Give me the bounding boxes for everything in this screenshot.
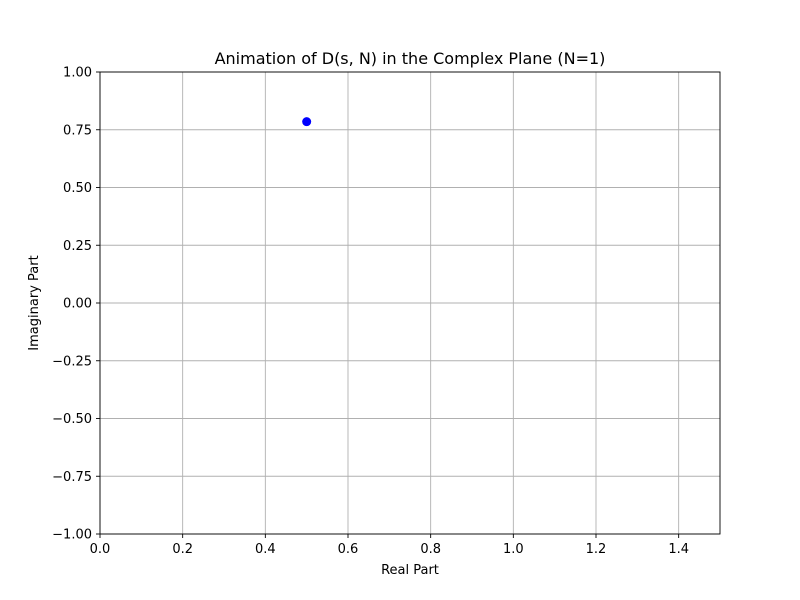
x-tick-label: 0.2 bbox=[172, 542, 193, 557]
y-tick-label: −0.50 bbox=[52, 412, 92, 427]
x-tick-label: 1.0 bbox=[503, 542, 524, 557]
x-tick-label: 0.6 bbox=[338, 542, 359, 557]
y-tick-label: 0.00 bbox=[63, 297, 92, 312]
y-tick-label: −0.25 bbox=[52, 354, 92, 369]
y-tick-label: −1.00 bbox=[52, 528, 92, 543]
y-axis-label: Imaginary Part bbox=[27, 255, 42, 350]
x-axis-ticks: 0.0 0.2 0.4 0.6 0.8 1.0 1.2 1.4 bbox=[90, 534, 689, 557]
y-tick-label: 1.00 bbox=[63, 66, 92, 81]
y-tick-label: 0.75 bbox=[63, 123, 92, 138]
chart-title: Animation of D(s, N) in the Complex Plan… bbox=[215, 49, 606, 68]
x-tick-label: 1.2 bbox=[586, 542, 607, 557]
y-axis-ticks: −1.00 −0.75 −0.50 −0.25 0.00 0.25 0.50 0.75 1.00 bbox=[52, 66, 100, 543]
x-tick-label: 0.8 bbox=[420, 542, 441, 557]
data-points-layer bbox=[302, 117, 312, 127]
x-axis-label: Real Part bbox=[381, 563, 439, 578]
x-tick-label: 0.0 bbox=[90, 542, 111, 557]
x-tick-label: 0.4 bbox=[255, 542, 276, 557]
data-point bbox=[302, 117, 312, 127]
y-tick-label: −0.75 bbox=[52, 470, 92, 485]
y-tick-label: 0.25 bbox=[63, 239, 92, 254]
x-tick-label: 1.4 bbox=[668, 542, 689, 557]
y-tick-label: 0.50 bbox=[63, 181, 92, 196]
grid-layer bbox=[99, 71, 720, 535]
